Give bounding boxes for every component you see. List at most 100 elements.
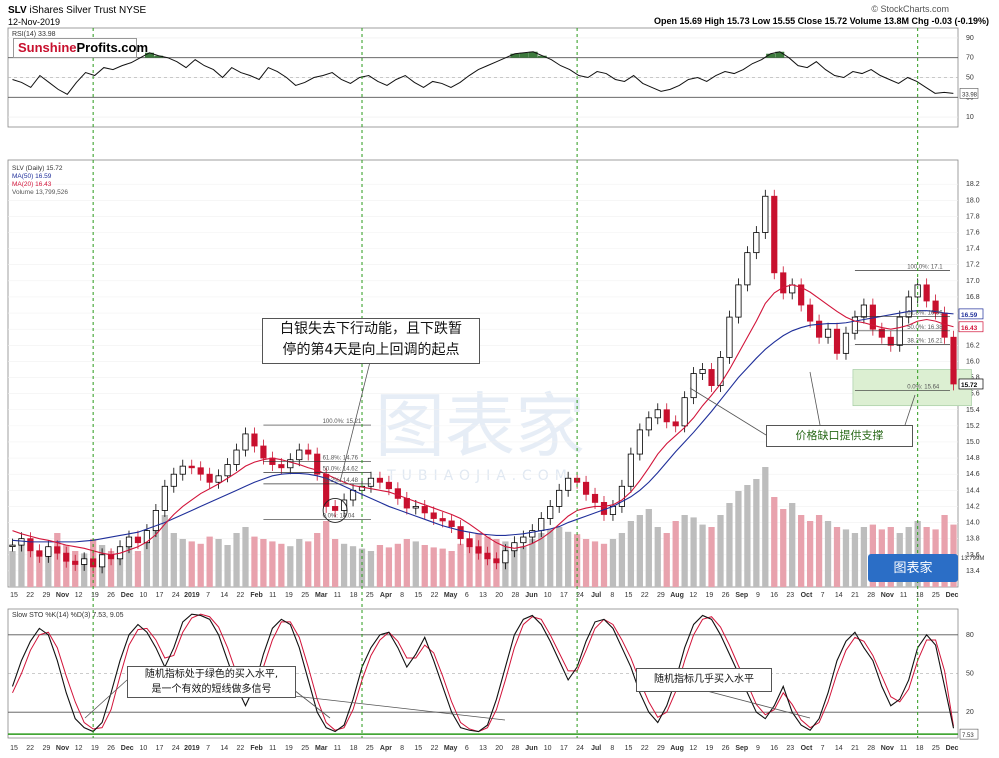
candle-body (152, 510, 159, 532)
x-axis-label-bottom: 14 (835, 745, 843, 752)
sunshine-profits-logo: SunshineProfits.com (13, 38, 148, 58)
volume-bar (412, 541, 419, 587)
volume-bar (654, 527, 661, 587)
x-axis-label-bottom: 13 (479, 745, 487, 752)
x-axis-label-mid: 10 (544, 592, 552, 599)
x-axis-label-bottom: 22 (641, 745, 649, 752)
x-axis-label-bottom: 24 (576, 745, 584, 752)
x-axis-label-bottom: 22 (431, 745, 439, 752)
x-axis-label-bottom: Aug (670, 745, 684, 752)
logo-part1: Sunshine (18, 40, 77, 55)
candle-body (439, 518, 446, 522)
volume-bar (215, 539, 222, 587)
candle-body (905, 296, 912, 318)
x-axis-label-bottom: Jun (525, 745, 537, 752)
volume-bar (842, 529, 850, 587)
candle-body (179, 465, 186, 475)
rsi-tick-label: 90 (966, 35, 974, 42)
volume-bar (224, 545, 231, 587)
volume-bar (681, 515, 688, 587)
x-axis-label-bottom: 25 (301, 745, 309, 752)
volume-bar (833, 527, 841, 587)
candle-body (878, 328, 885, 338)
candle-body (717, 356, 724, 386)
highlight-circle (322, 498, 348, 523)
volume-bar (672, 521, 679, 587)
candle-body (627, 453, 634, 487)
sto-last-value-box (959, 728, 979, 740)
candle-body (735, 284, 742, 318)
x-axis-label-mid: 28 (511, 592, 519, 599)
x-axis-label-bottom: 9 (756, 745, 760, 752)
volume-bar (556, 527, 563, 587)
x-axis-label-bottom: 21 (851, 745, 859, 752)
chart-date: 12-Nov-2019 (8, 17, 61, 27)
x-axis-label-bottom: 7 (206, 745, 210, 752)
x-axis-label-mid: 8 (610, 592, 614, 599)
candle-body (663, 409, 670, 423)
volume-bar (358, 548, 366, 587)
candle-body (511, 542, 518, 552)
volume-bar (753, 479, 760, 587)
price-tick-label: 13.4 (966, 568, 980, 575)
sto-callout-right: 随机指标几乎买入水平 (636, 668, 772, 692)
price-tick-label: 14.2 (966, 503, 980, 510)
candle-body (672, 421, 679, 427)
candle-body (690, 373, 697, 399)
price-tick-label: 13.8 (966, 536, 980, 543)
candle-body (807, 304, 814, 322)
volume-bar (125, 541, 133, 587)
x-axis-label-mid: 15 (625, 592, 633, 599)
candle-body (520, 536, 527, 544)
x-axis-label-mid: 19 (706, 592, 714, 599)
price-tick-label: 17.0 (966, 278, 980, 285)
chart-title: SLV iShares Silver Trust NYSE (8, 5, 147, 16)
price-tick-label: 18.0 (966, 197, 980, 204)
candle-body (188, 465, 195, 469)
volume-bar (582, 539, 590, 587)
volume-bar (815, 515, 823, 587)
x-axis-label-mid: 25 (932, 592, 940, 599)
x-axis-label-bottom: 8 (400, 745, 404, 752)
x-axis-label-bottom: 28 (867, 745, 875, 752)
price-last-label-box (958, 378, 984, 390)
volume-bar (36, 557, 43, 587)
top-callout-line2: 停的第4天是向上回调的起点 (282, 342, 460, 358)
x-axis-label-mid: 20 (495, 592, 503, 599)
gap-callout-pointer-3 (904, 394, 916, 426)
candle-body (493, 558, 500, 564)
volume-bar (851, 533, 859, 587)
candle-body (161, 485, 168, 511)
candle-body (81, 558, 88, 565)
rsi-overbought-fill (145, 52, 154, 58)
x-axis-label-bottom: 19 (285, 745, 293, 752)
candle-body (260, 445, 267, 459)
volume-bar (475, 533, 482, 587)
volume-bar (708, 527, 715, 587)
x-axis-label-bottom: Oct (801, 745, 813, 752)
volume-bar (430, 547, 437, 587)
candle-body (18, 538, 25, 546)
price-tick-label: 16.2 (966, 342, 980, 349)
volume-bar (251, 536, 258, 587)
volume-bar (529, 539, 536, 587)
price-last-label: 15.72 (961, 382, 978, 389)
x-axis-label-mid: 14 (835, 592, 843, 599)
candle-body (887, 336, 894, 346)
candle-body (421, 506, 428, 514)
candle-body (296, 449, 303, 461)
candle-body (851, 316, 859, 334)
candle-body (824, 328, 832, 338)
volume-bar (600, 543, 608, 587)
x-axis-label-bottom: 17 (156, 745, 164, 752)
volume-bar (520, 546, 527, 587)
candle-body (842, 332, 850, 354)
volume-bar (547, 529, 554, 587)
sto-left-pointer-1 (84, 679, 128, 719)
price-tick-label: 18.2 (966, 181, 980, 188)
volume-bar (269, 541, 276, 587)
candle-body (654, 409, 661, 419)
x-axis-label-bottom: Mar (315, 745, 328, 752)
price-tick-label: 15.6 (966, 391, 980, 398)
x-axis-label-bottom: 19 (91, 745, 99, 752)
